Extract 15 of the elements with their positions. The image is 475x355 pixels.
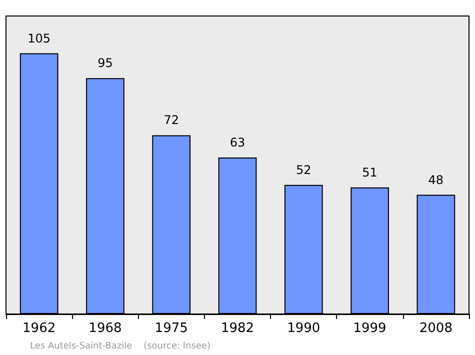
data-label: 95 xyxy=(98,56,113,70)
x-tick-label: 1990 xyxy=(287,321,320,336)
x-tick-label: 1975 xyxy=(154,321,188,336)
data-label: 105 xyxy=(28,31,51,46)
data-label: 51 xyxy=(362,165,378,180)
x-tick-label: 1962 xyxy=(22,321,56,336)
data-label: 72 xyxy=(164,113,179,128)
data-label: 48 xyxy=(428,172,444,187)
data-label: 52 xyxy=(296,162,312,177)
text: Les Autels-Saint-Bazile (source: Insee) xyxy=(30,342,211,352)
x-tick-label: 2008 xyxy=(419,321,452,336)
x-tick-label: 1982 xyxy=(220,321,254,336)
x-tick-label: 1999 xyxy=(353,321,386,336)
data-label: 63 xyxy=(230,136,246,150)
x-tick-label: 1968 xyxy=(88,321,122,336)
